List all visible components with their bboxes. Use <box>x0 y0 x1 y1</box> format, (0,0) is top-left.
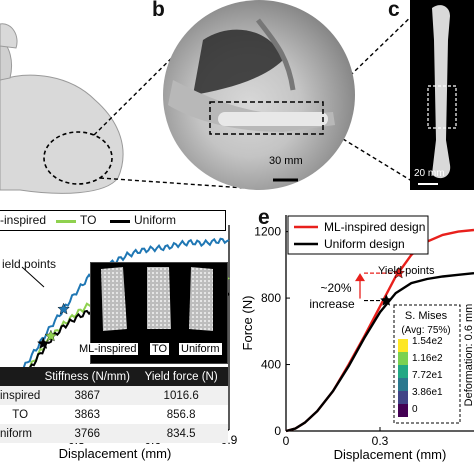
series-line-e-uniform-design <box>285 272 474 433</box>
xray-content <box>168 18 335 182</box>
y-axis-title-e: Force (N) <box>240 296 255 351</box>
bone-drawing <box>418 5 457 185</box>
xray-image: 30 mm <box>163 0 355 190</box>
table-cell: niform <box>0 424 41 443</box>
legend-d-ml: -inspired <box>0 213 47 227</box>
colorbar-subtitle: (Avg: 75%) <box>401 325 450 336</box>
legend-e-box <box>287 215 429 255</box>
colorbar-tick-label: 7.72e1 <box>412 370 443 381</box>
x-tick-label-e: 0.3 <box>372 434 389 448</box>
inset-label-to: TO <box>150 343 170 355</box>
scale-bar-c-label: 20 mm <box>414 168 445 179</box>
colorbar-swatch <box>398 391 408 404</box>
table-cell: 3863 <box>40 405 135 424</box>
increase-arrow-head <box>355 273 365 282</box>
table-header-cell <box>0 367 41 386</box>
colorbar-title: S. Mises <box>405 310 448 322</box>
legend-e-label: ML-inspired design <box>324 220 425 234</box>
yield-star-e <box>392 266 405 279</box>
yield-arrow-d <box>21 266 45 288</box>
yield-star-d <box>44 329 58 342</box>
scale-bar-b-label: 30 mm <box>269 155 303 167</box>
x-axis-title-e: Displacement (mm) <box>334 447 447 462</box>
legend-d-to-swatch <box>56 220 76 223</box>
panel-label-c: c <box>388 0 400 21</box>
y-tick-label-e: 800 <box>261 291 281 305</box>
bone-image: 20 mm <box>410 0 474 190</box>
colorbar-swatch <box>398 352 408 365</box>
inset-label-ml: ML-inspired <box>77 343 139 355</box>
legend-d-uniform-swatch <box>110 220 130 223</box>
rabbit-illustration <box>0 23 124 194</box>
panel-label-e: e <box>258 206 270 229</box>
colorbar-swatch <box>398 365 408 378</box>
deformation-text: Deformation: 0.6 mm <box>463 304 474 407</box>
table-row: inspired 3867 1016.6 <box>0 386 228 405</box>
yield-label-d: ield points <box>2 257 57 271</box>
legend-d: -inspired TO Uniform <box>0 210 226 231</box>
legend-e-label: Uniform design <box>324 237 405 251</box>
table-cell: 1016.6 <box>134 386 228 405</box>
table-row: TO 3863 856.8 <box>0 405 228 424</box>
colorbar-tick-label: 0 <box>412 404 418 415</box>
y-tick-label-e: 1200 <box>254 225 281 239</box>
increase-word-label: increase <box>309 297 355 311</box>
y-tick-label-e: 400 <box>261 358 281 372</box>
inset-lattice-d: ML-inspired TO Uniform <box>77 262 228 364</box>
table-header-cell: Stiffness (N/mm) <box>40 367 135 386</box>
table-cell: 3766 <box>40 424 135 443</box>
increase-pct-label: ~20% <box>320 281 351 295</box>
x-axis-title-d: Displacement (mm) <box>59 446 172 461</box>
table-cell: 834.5 <box>134 424 228 443</box>
yield-star-e <box>380 294 393 306</box>
lattice-columns <box>101 267 213 331</box>
table-cell: 856.8 <box>134 405 228 424</box>
colorbar-swatch <box>398 339 408 352</box>
yield-star-d <box>57 302 70 315</box>
yield-star-d <box>36 337 50 349</box>
y-tick-label-e: 0 <box>274 424 281 438</box>
colorbar-swatch <box>398 404 408 417</box>
panel-label-b: b <box>152 0 165 21</box>
zoom-circle-a <box>43 131 113 185</box>
stiffness-table: Stiffness (N/mm) Yield force (N) inspire… <box>0 367 228 443</box>
colorbar-tick-label: 3.86e1 <box>412 387 443 398</box>
legend-d-uniform: Uniform <box>134 213 177 227</box>
yield-points-label-e: Yield points <box>378 265 435 277</box>
table-cell: inspired <box>0 386 41 405</box>
table-header-cell: Yield force (N) <box>134 367 228 386</box>
zoom-box-b <box>209 101 324 135</box>
legend-d-to: TO <box>80 213 97 227</box>
colorbar-tick-label: 1.54e2 <box>412 336 443 347</box>
colorbar-tick-label: 1.16e2 <box>412 353 443 364</box>
table-cell: TO <box>0 405 41 424</box>
x-tick-label-e: 0 <box>283 434 290 448</box>
table-cell: 3867 <box>40 386 135 405</box>
colorbar-swatch <box>398 378 408 391</box>
table-row: niform 3766 834.5 <box>0 424 228 443</box>
table-header-row: Stiffness (N/mm) Yield force (N) <box>0 367 228 386</box>
inset-label-uniform: Uniform <box>179 343 222 355</box>
